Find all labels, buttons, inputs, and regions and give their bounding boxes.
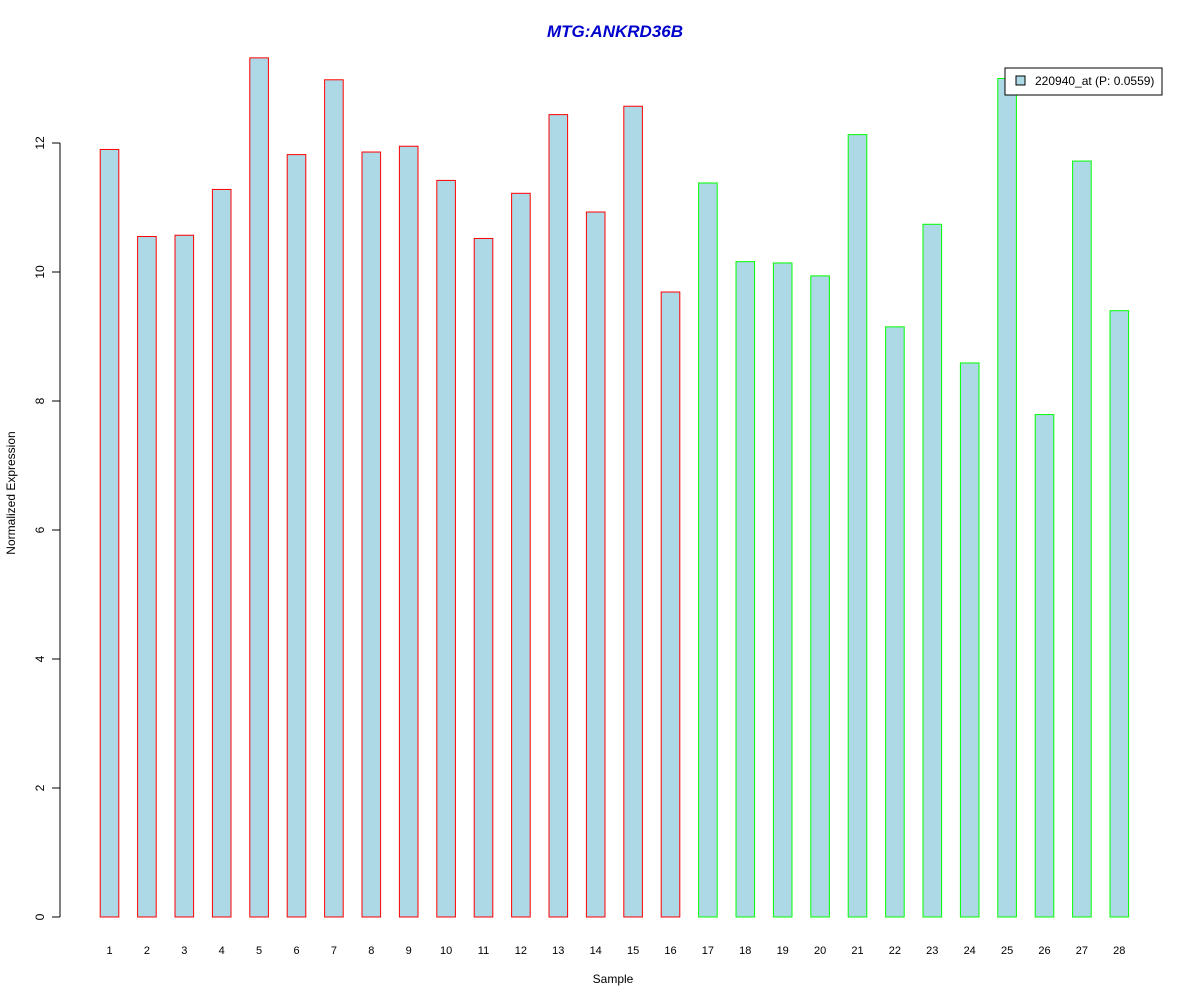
x-tick-label: 2: [144, 945, 150, 957]
x-tick-label: 28: [1113, 945, 1125, 957]
x-tick-labels: 1 2 3 4 5 6 7 8 9 10 11 12 13 14 15 16 17 18 19 20 21 22 23 24 2…: [106, 945, 1125, 957]
bar: [211, 188, 232, 918]
bar: [698, 182, 718, 918]
x-tick-label: 3: [181, 945, 187, 957]
y-tick-label: 8: [33, 397, 47, 404]
bar: [324, 79, 344, 918]
legend-label: 220940_at (P: 0.0559): [1035, 74, 1154, 88]
bar: [249, 57, 269, 918]
x-tick-label: 9: [406, 945, 412, 957]
x-tick-label: 26: [1038, 945, 1050, 957]
bar: [885, 326, 905, 918]
x-tick-label: 25: [1001, 945, 1013, 957]
bar: [810, 275, 830, 918]
x-tick-label: 12: [515, 945, 527, 957]
bar: [99, 148, 120, 918]
y-tick-label: 6: [33, 526, 47, 533]
chart-title: MTG:ANKRD36B: [547, 22, 683, 41]
x-tick-label: 18: [739, 945, 751, 957]
bar: [623, 105, 643, 918]
x-tick-label: 7: [331, 945, 337, 957]
bar: [997, 78, 1017, 918]
bar: [361, 151, 382, 918]
bar-series: [99, 57, 1130, 918]
bar: [735, 261, 756, 918]
y-tick-label: 2: [33, 784, 47, 791]
bar: [137, 236, 157, 918]
legend-swatch: [1015, 75, 1026, 86]
x-tick-label: 21: [851, 945, 863, 957]
x-tick-label: 6: [293, 945, 299, 957]
bar: [511, 192, 531, 918]
bar: [1109, 310, 1130, 918]
x-tick-label: 19: [777, 945, 789, 957]
x-tick-label: 5: [256, 945, 262, 957]
x-tick-label: 13: [552, 945, 564, 957]
x-tick-label: 22: [889, 945, 901, 957]
bar: [660, 291, 681, 918]
y-tick-label: 4: [33, 655, 47, 662]
bar: [398, 145, 419, 918]
x-tick-label: 4: [219, 945, 225, 957]
x-tick-label: 20: [814, 945, 826, 957]
bar: [436, 179, 456, 918]
x-tick-label: 11: [478, 945, 489, 957]
y-axis: 0 2 4 6 8 10 12: [33, 136, 61, 920]
legend-box: [1004, 67, 1163, 96]
x-tick-label: 23: [926, 945, 938, 957]
x-tick-label: 15: [627, 945, 639, 957]
bar: [548, 114, 569, 918]
legend: 220940_at (P: 0.0559): [1004, 67, 1163, 96]
x-tick-label: 10: [440, 945, 452, 957]
bar: [585, 211, 606, 918]
x-axis-label: Sample: [593, 972, 634, 986]
x-tick-label: 1: [106, 945, 112, 957]
x-tick-label: 8: [368, 945, 374, 957]
bar: [473, 237, 494, 918]
x-tick-label: 16: [664, 945, 676, 957]
bar: [847, 134, 868, 918]
bar: [1034, 414, 1055, 918]
x-tick-label: 14: [590, 945, 602, 957]
y-axis-label: Normalized Expression: [4, 431, 18, 554]
bar: [959, 362, 980, 918]
y-tick-label: 0: [33, 913, 47, 920]
x-tick-label: 27: [1076, 945, 1088, 957]
x-tick-label: 24: [964, 945, 976, 957]
bar: [922, 223, 943, 918]
bar: [772, 262, 793, 918]
y-tick-label: 12: [33, 136, 47, 150]
bar: [1072, 160, 1092, 918]
bar: [286, 154, 307, 918]
x-tick-label: 17: [702, 945, 714, 957]
bar: [174, 234, 195, 918]
y-tick-label: 10: [33, 265, 47, 279]
